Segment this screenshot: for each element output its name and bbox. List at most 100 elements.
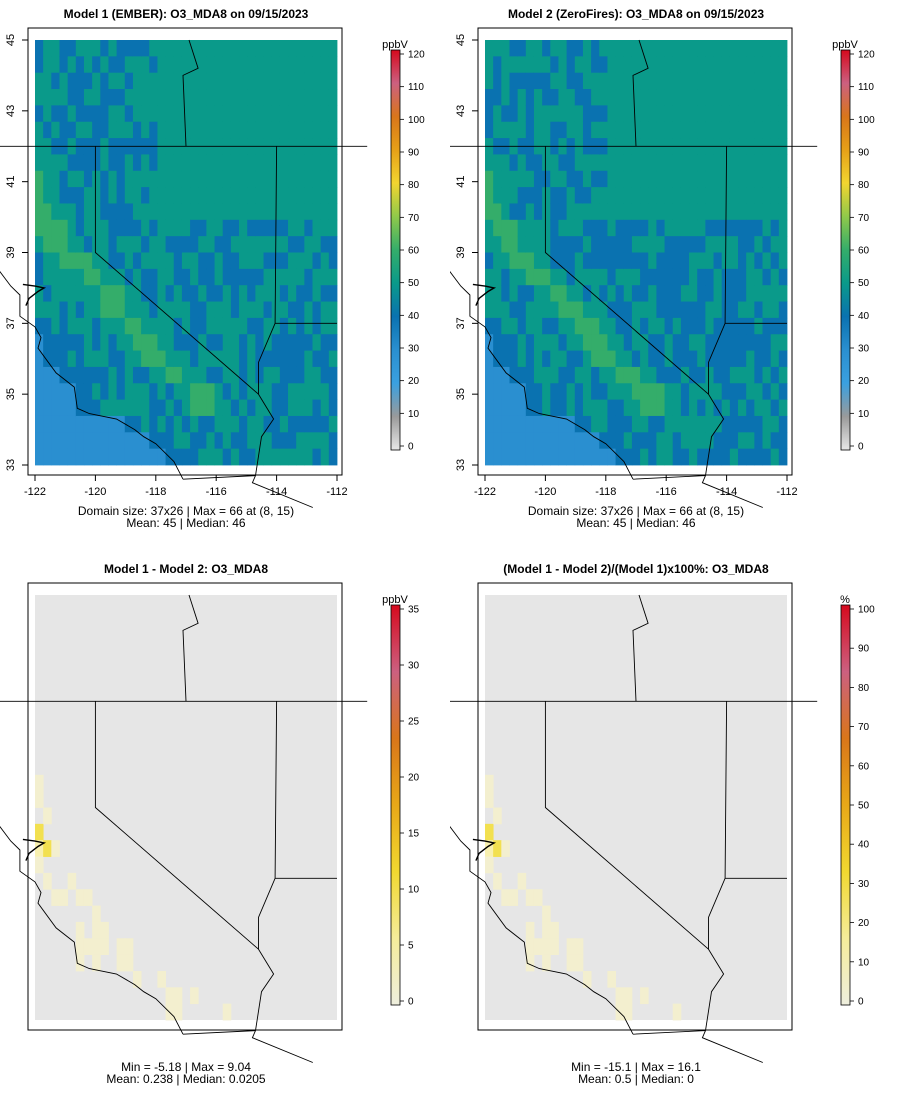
grid-cell <box>83 89 93 106</box>
grid-cell <box>533 350 543 368</box>
grid-cell <box>271 285 281 302</box>
grid-cell <box>328 334 338 351</box>
grid-cell <box>689 154 698 172</box>
grid-cell <box>746 203 755 221</box>
grid-cell <box>312 105 322 123</box>
grid-cell <box>100 236 109 253</box>
grid-cell <box>173 383 183 401</box>
grid-cell <box>247 432 256 450</box>
grid-cell <box>116 415 126 433</box>
grid-cell <box>623 187 633 204</box>
grid-cell <box>689 317 698 335</box>
grid-cell <box>607 236 616 253</box>
grid-cell <box>83 448 93 466</box>
grid-cell <box>550 40 559 57</box>
grid-cell <box>729 187 739 204</box>
grid-cell <box>43 301 52 319</box>
grid-cell <box>141 203 150 221</box>
grid-cell <box>190 170 199 188</box>
grid-cell <box>582 187 592 204</box>
grid-cell <box>615 383 625 401</box>
grid-cell <box>640 448 649 466</box>
grid-cell <box>92 415 101 433</box>
grid-cell <box>222 383 232 401</box>
grid-cell <box>713 72 723 90</box>
grid-cell <box>697 383 706 401</box>
grid-cell <box>239 236 248 253</box>
grid-cell <box>664 366 674 384</box>
grid-cell <box>214 121 224 139</box>
grid-cell <box>206 448 215 466</box>
grid-cell <box>509 334 519 351</box>
grid-cell <box>157 105 166 123</box>
grid-cell <box>157 187 166 204</box>
grid-cell <box>75 72 85 90</box>
grid-cell <box>230 89 240 106</box>
grid-cell <box>190 187 199 204</box>
grid-cell <box>680 399 690 417</box>
grid-cell <box>501 334 510 351</box>
grid-cell <box>132 334 142 351</box>
grid-cell <box>485 301 494 319</box>
grid-cell <box>59 154 69 172</box>
grid-cell <box>762 236 772 253</box>
y-tick-label: 37 <box>455 317 467 329</box>
grid-cell <box>591 317 600 335</box>
grid-cell <box>141 252 150 270</box>
grid-cell <box>754 187 763 204</box>
grid-cell <box>312 415 322 433</box>
grid-cell <box>762 170 772 188</box>
grid-cell <box>615 317 625 335</box>
grid-cell <box>59 317 69 335</box>
grid-cell <box>222 252 232 270</box>
grid-cell <box>222 89 232 106</box>
grid-cell <box>214 432 224 450</box>
grid-cell <box>591 432 600 450</box>
grid-cell <box>754 219 763 237</box>
grid-cell <box>623 219 633 237</box>
grid-cell <box>599 40 608 57</box>
grid-cell <box>778 448 788 466</box>
grid-cell <box>132 366 142 384</box>
grid-cell <box>198 203 207 221</box>
grid-cell <box>92 366 101 384</box>
grid-cell <box>558 285 568 302</box>
grid-cell <box>680 317 690 335</box>
colorbar-tick-label: 110 <box>858 82 874 93</box>
grid-cell <box>279 432 289 450</box>
grid-cell <box>214 383 224 401</box>
grid-cell <box>485 791 494 808</box>
grid-cell <box>116 203 126 221</box>
grid-cell <box>770 301 780 319</box>
grid-cell <box>705 448 714 466</box>
grid-cell <box>680 187 690 204</box>
grid-cell <box>100 203 109 221</box>
grid-cell <box>75 236 85 253</box>
grid-cell <box>247 317 256 335</box>
x-tick-label: -122 <box>24 486 46 498</box>
grid-cell <box>296 236 305 253</box>
grid-cell <box>574 317 584 335</box>
grid-cell <box>591 154 600 172</box>
grid-cell <box>92 334 101 351</box>
grid-cell <box>542 154 551 172</box>
grid-cell <box>485 72 494 90</box>
grid-cell <box>67 105 77 123</box>
grid-cell <box>173 236 183 253</box>
grid-cell <box>550 56 559 74</box>
grid-cell <box>770 154 780 172</box>
map-plot <box>0 582 368 1063</box>
grid-cell <box>59 121 69 139</box>
grid-cell <box>664 334 674 351</box>
grid-cell <box>132 72 142 90</box>
grid-cell <box>132 219 142 237</box>
grid-cell <box>689 72 698 90</box>
grid-cell <box>304 448 313 466</box>
grid-cell <box>304 105 313 123</box>
grid-cell <box>141 415 150 433</box>
grid-cell <box>157 203 166 221</box>
grid-cell <box>132 89 142 106</box>
grid-cell <box>263 415 273 433</box>
state-border <box>632 39 649 147</box>
grid-cell <box>312 89 322 106</box>
